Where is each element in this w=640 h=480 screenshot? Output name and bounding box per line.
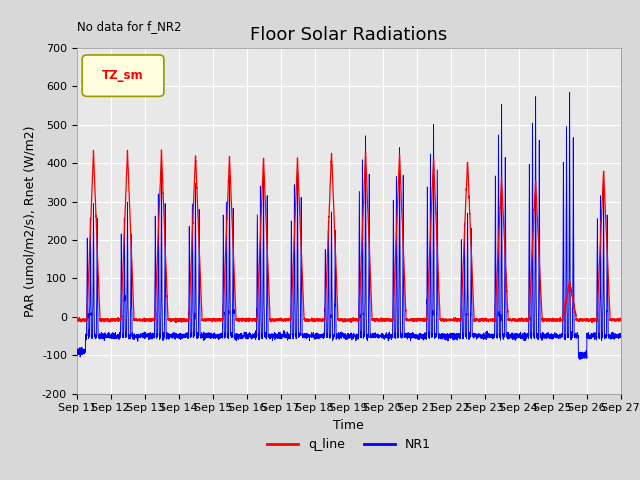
- Text: No data for f_NR2: No data for f_NR2: [77, 20, 181, 33]
- Legend: q_line, NR1: q_line, NR1: [262, 433, 436, 456]
- FancyBboxPatch shape: [82, 55, 164, 96]
- X-axis label: Time: Time: [333, 419, 364, 432]
- Y-axis label: PAR (umol/m2/s), Rnet (W/m2): PAR (umol/m2/s), Rnet (W/m2): [24, 125, 36, 316]
- Text: TZ_sm: TZ_sm: [102, 69, 144, 82]
- Title: Floor Solar Radiations: Floor Solar Radiations: [250, 25, 447, 44]
